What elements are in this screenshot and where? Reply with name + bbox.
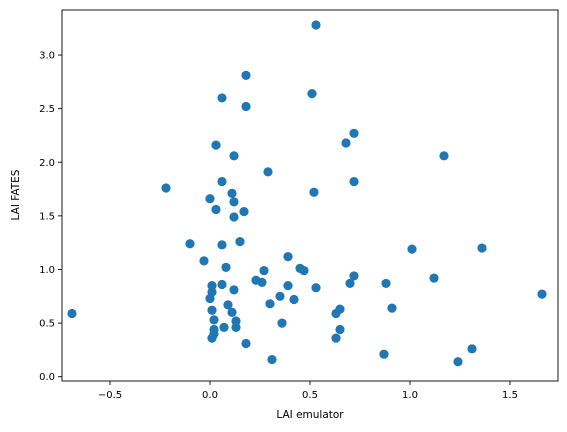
data-point	[217, 177, 226, 186]
x-tick-label: −0.5	[98, 390, 122, 401]
data-point	[241, 71, 250, 80]
data-point	[453, 357, 462, 366]
data-point	[211, 141, 220, 150]
data-point	[265, 299, 274, 308]
y-tick-label: 1.5	[39, 211, 55, 222]
data-point	[199, 256, 208, 265]
data-point	[185, 239, 194, 248]
data-point	[219, 323, 228, 332]
data-point	[477, 243, 486, 252]
data-point	[341, 138, 350, 147]
data-point	[467, 344, 476, 353]
data-point	[311, 283, 320, 292]
y-axis-label: LAI FATES	[10, 169, 22, 220]
data-point	[235, 237, 244, 246]
data-point	[217, 240, 226, 249]
data-point	[537, 290, 546, 299]
data-point	[217, 280, 226, 289]
data-point	[161, 183, 170, 192]
y-tick-label: 3.0	[39, 51, 55, 62]
data-point	[331, 334, 340, 343]
y-tick-label: 1.0	[39, 265, 55, 276]
data-point	[67, 309, 76, 318]
data-point	[283, 252, 292, 261]
data-point	[307, 89, 316, 98]
data-point	[211, 205, 220, 214]
data-point	[309, 188, 318, 197]
y-tick-label: 2.5	[39, 104, 55, 115]
data-point	[299, 266, 308, 275]
data-point	[229, 151, 238, 160]
data-point	[241, 102, 250, 111]
data-point	[207, 306, 216, 315]
data-point	[387, 303, 396, 312]
data-point	[227, 308, 236, 317]
data-point	[407, 245, 416, 254]
data-point	[277, 319, 286, 328]
data-point	[263, 167, 272, 176]
data-point	[217, 93, 226, 102]
data-point	[227, 189, 236, 198]
data-point	[205, 294, 214, 303]
data-point	[349, 177, 358, 186]
y-tick-label: 0.0	[39, 372, 55, 383]
data-point	[205, 194, 214, 203]
data-point	[275, 292, 284, 301]
x-axis-label: LAI emulator	[276, 409, 344, 421]
data-point	[345, 279, 354, 288]
data-point	[209, 315, 218, 324]
data-point	[231, 323, 240, 332]
data-point	[267, 355, 276, 364]
data-point	[335, 325, 344, 334]
data-point	[429, 273, 438, 282]
data-point	[229, 285, 238, 294]
y-tick-label: 0.5	[39, 319, 55, 330]
data-point	[229, 197, 238, 206]
data-point	[349, 129, 358, 138]
data-point	[241, 339, 250, 348]
data-point	[239, 207, 248, 216]
data-point	[207, 334, 216, 343]
data-point	[289, 295, 298, 304]
data-point	[257, 278, 266, 287]
data-point	[283, 281, 292, 290]
data-point	[381, 279, 390, 288]
x-tick-label: 0.0	[202, 390, 218, 401]
data-point	[311, 20, 320, 29]
x-tick-label: 0.5	[302, 390, 318, 401]
x-tick-label: 1.0	[402, 390, 418, 401]
x-tick-label: 1.5	[502, 390, 518, 401]
data-point	[229, 212, 238, 221]
data-point	[379, 350, 388, 359]
data-point	[259, 266, 268, 275]
data-point	[439, 151, 448, 160]
data-point	[331, 309, 340, 318]
data-point	[221, 263, 230, 272]
y-tick-label: 2.0	[39, 158, 55, 169]
